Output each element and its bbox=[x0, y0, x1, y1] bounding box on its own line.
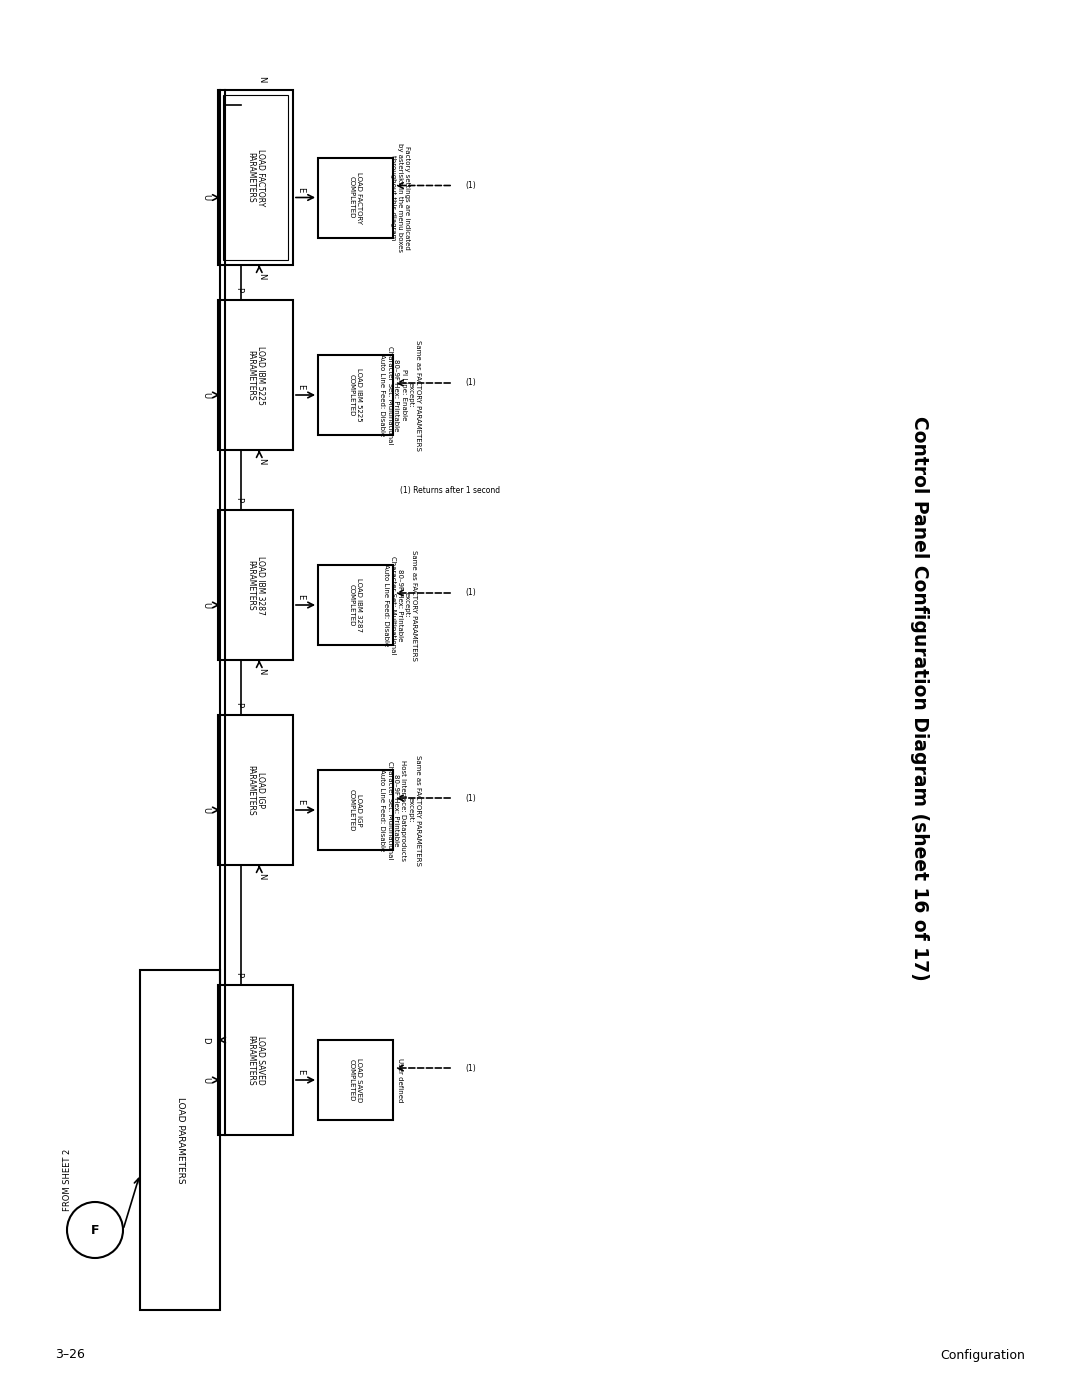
Text: E: E bbox=[297, 384, 306, 390]
Text: N: N bbox=[257, 458, 266, 464]
Text: LOAD IBM 3287
PARAMETERS: LOAD IBM 3287 PARAMETERS bbox=[246, 556, 266, 615]
Text: U: U bbox=[201, 807, 210, 813]
Text: Control Panel Configuration Diagram (sheet 16 of 17): Control Panel Configuration Diagram (she… bbox=[910, 416, 930, 981]
Text: N: N bbox=[257, 668, 266, 675]
Text: (1): (1) bbox=[465, 588, 476, 598]
Text: (1) Returns after 1 second: (1) Returns after 1 second bbox=[400, 486, 500, 495]
Text: LOAD IGP
COMPLETED: LOAD IGP COMPLETED bbox=[349, 789, 362, 831]
Text: D: D bbox=[201, 1037, 210, 1044]
Text: Configuration: Configuration bbox=[940, 1348, 1025, 1362]
Bar bbox=[218, 300, 293, 450]
Text: E: E bbox=[297, 187, 306, 193]
Text: 3–26: 3–26 bbox=[55, 1348, 85, 1362]
Text: LOAD IBM 3287
COMPLETED: LOAD IBM 3287 COMPLETED bbox=[349, 578, 362, 631]
Text: LOAD FACTORY
PARAMETERS: LOAD FACTORY PARAMETERS bbox=[246, 149, 266, 207]
Bar bbox=[318, 1039, 393, 1120]
Text: (1): (1) bbox=[465, 1063, 476, 1073]
Text: Factory settings are indicated
by asterisks in the menu boxes
throughout this di: Factory settings are indicated by asteri… bbox=[390, 142, 410, 251]
Text: LOAD IBM 5225
COMPLETED: LOAD IBM 5225 COMPLETED bbox=[349, 369, 362, 422]
Text: U: U bbox=[201, 1077, 210, 1083]
Text: E: E bbox=[297, 1069, 306, 1074]
Text: N: N bbox=[257, 272, 266, 279]
Text: LOAD SAVED
COMPLETED: LOAD SAVED COMPLETED bbox=[349, 1058, 362, 1102]
Text: FROM SHEET 2: FROM SHEET 2 bbox=[63, 1148, 71, 1211]
Bar bbox=[218, 510, 293, 659]
Text: (1): (1) bbox=[465, 379, 476, 387]
Text: (1): (1) bbox=[465, 182, 476, 190]
Bar bbox=[318, 355, 393, 434]
Text: LOAD SAVED
PARAMETERS: LOAD SAVED PARAMETERS bbox=[246, 1035, 266, 1085]
Text: N: N bbox=[257, 75, 266, 82]
Text: (1): (1) bbox=[465, 793, 476, 802]
Text: LOAD IGP
PARAMETERS: LOAD IGP PARAMETERS bbox=[246, 764, 266, 816]
Text: LOAD FACTORY
COMPLETED: LOAD FACTORY COMPLETED bbox=[349, 172, 362, 224]
Bar bbox=[318, 770, 393, 849]
Text: E: E bbox=[297, 799, 306, 805]
Bar bbox=[318, 158, 393, 237]
Text: P: P bbox=[234, 972, 243, 977]
Text: P: P bbox=[234, 701, 243, 707]
Text: N: N bbox=[257, 873, 266, 879]
Text: U: U bbox=[201, 393, 210, 398]
Text: U: U bbox=[201, 194, 210, 201]
Text: F: F bbox=[91, 1224, 99, 1236]
Text: LOAD PARAMETERS: LOAD PARAMETERS bbox=[175, 1097, 185, 1183]
Text: LOAD IBM 5225
PARAMETERS: LOAD IBM 5225 PARAMETERS bbox=[246, 345, 266, 405]
Bar bbox=[218, 89, 293, 265]
Text: User defined: User defined bbox=[397, 1058, 403, 1102]
Bar bbox=[218, 715, 293, 865]
Text: E: E bbox=[297, 594, 306, 599]
Bar bbox=[140, 970, 220, 1310]
Text: Same as FACTORY PARAMETERS
except:
80–9F Hex: Printable
Character Set: Multinati: Same as FACTORY PARAMETERS except: 80–9F… bbox=[383, 549, 417, 661]
Bar bbox=[218, 985, 293, 1134]
Text: U: U bbox=[201, 602, 210, 608]
Bar bbox=[318, 564, 393, 645]
Text: P: P bbox=[234, 497, 243, 502]
Text: Same as FACTORY PARAMETERS
except:
PI Line: Enable
80–9F Hex: Printable
Characte: Same as FACTORY PARAMETERS except: PI Li… bbox=[379, 339, 420, 450]
Text: Same as FACTORY PARAMETERS
except:
Host Interface: Dataproducts
80–9F Hex: Print: Same as FACTORY PARAMETERS except: Host … bbox=[379, 754, 420, 865]
Bar bbox=[222, 95, 288, 260]
Text: P: P bbox=[234, 286, 243, 292]
